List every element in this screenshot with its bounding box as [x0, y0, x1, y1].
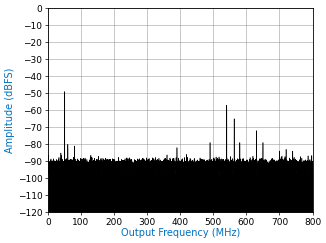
- Y-axis label: Amplitude (dBFS): Amplitude (dBFS): [5, 68, 15, 153]
- X-axis label: Output Frequency (MHz): Output Frequency (MHz): [121, 228, 240, 238]
